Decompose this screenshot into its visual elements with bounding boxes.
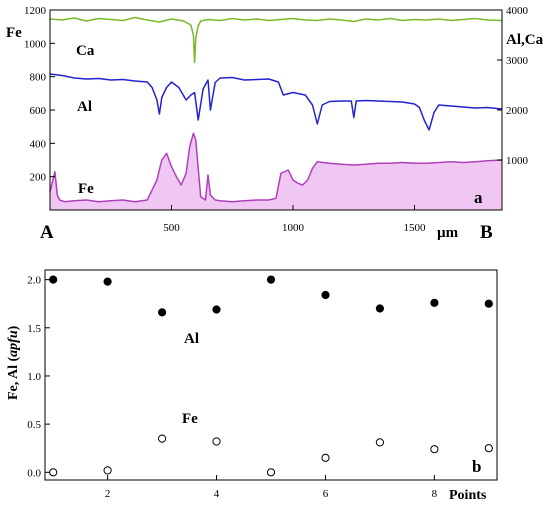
left-tick-label: 400 [30, 138, 47, 150]
right-tick-label: 3000 [506, 55, 529, 67]
panel-a-end-label: B [480, 222, 493, 243]
point-al [266, 275, 276, 284]
panel-b-y-ticks: 0.0 0.5 1.0 1.5 2.0 [27, 275, 50, 479]
left-tick-label: 200 [30, 172, 47, 184]
point-fe [484, 444, 493, 453]
y-tick-label: 1.5 [27, 323, 41, 335]
x-tick-label: 1000 [282, 222, 305, 234]
point-fe [158, 434, 167, 443]
x-tick-label: 500 [163, 222, 180, 234]
point-al [158, 308, 167, 317]
y-tick-label: 1.0 [27, 371, 41, 383]
x-tick-label: 8 [432, 488, 438, 500]
panel-a-left-ticks: 200 400 600 800 1000 1200 [24, 5, 55, 184]
panel-b-x-ticks: 2 4 6 8 [105, 475, 438, 500]
panel-b-y-axis-label: Fe, Al (apfu) [6, 325, 21, 400]
panel-b-panel-label: b [472, 457, 481, 476]
series-al-line [49, 73, 503, 131]
x-tick-label: 1500 [404, 222, 427, 234]
panel-b-series-label-fe: Fe [182, 411, 198, 427]
series-ca-line [49, 16, 503, 64]
panel-b-series-layer [49, 275, 493, 477]
panel-a-series-label-al: Al [77, 99, 92, 115]
panel-a: 200 400 600 800 1000 1200 1000 2000 3000 4000 50… [6, 5, 544, 243]
right-tick-label: 4000 [506, 5, 529, 17]
left-tick-label: 1200 [24, 5, 47, 17]
panel-a-panel-label: a [474, 188, 483, 207]
point-fe [321, 453, 330, 462]
panel-a-series-label-ca: Ca [76, 43, 95, 59]
point-fe [212, 437, 221, 446]
panel-b-frame [44, 269, 498, 481]
panel-a-right-axis-label: Al,Ca [506, 32, 544, 48]
point-fe [103, 466, 112, 475]
y-tick-label: 0.0 [27, 467, 41, 479]
point-fe [49, 468, 58, 477]
y-tick-label: 2.0 [27, 275, 41, 287]
right-tick-label: 1000 [506, 155, 529, 167]
series-fe-line [49, 132, 503, 203]
panel-a-x-axis-label: µm [437, 225, 459, 241]
panel-a-series-layer [49, 16, 503, 210]
panel-b-x-axis-label: Points [449, 488, 487, 503]
point-al [103, 277, 112, 286]
left-tick-label: 800 [30, 72, 47, 84]
point-al [430, 298, 439, 307]
left-tick-label: 600 [30, 105, 47, 117]
panel-a-x-ticks: 500 1000 1500 [163, 205, 426, 234]
point-al [321, 290, 330, 300]
panel-a-left-axis-label: Fe [6, 25, 22, 41]
point-al [212, 305, 221, 314]
point-al [49, 275, 58, 284]
panel-b-series-label-al: Al [184, 331, 199, 347]
y-tick-label: 0.5 [27, 419, 41, 431]
point-al [484, 299, 493, 308]
panel-a-series-label-fe: Fe [78, 181, 94, 197]
point-fe [266, 468, 276, 477]
x-tick-label: 4 [214, 488, 220, 500]
x-tick-label: 6 [323, 488, 329, 500]
left-tick-label: 1000 [24, 38, 47, 50]
point-fe [375, 438, 384, 447]
x-tick-label: 2 [105, 488, 111, 500]
point-fe [430, 445, 439, 454]
series-fe-area [50, 133, 502, 210]
panel-b: 0.0 0.5 1.0 1.5 2.0 2 4 6 8 Fe, Al (apfu) Al Fe… [6, 269, 498, 503]
panel-a-right-ticks: 1000 2000 3000 4000 [497, 5, 529, 167]
panel-a-start-label: A [40, 222, 54, 243]
point-al [375, 304, 384, 313]
right-tick-label: 2000 [506, 105, 529, 117]
